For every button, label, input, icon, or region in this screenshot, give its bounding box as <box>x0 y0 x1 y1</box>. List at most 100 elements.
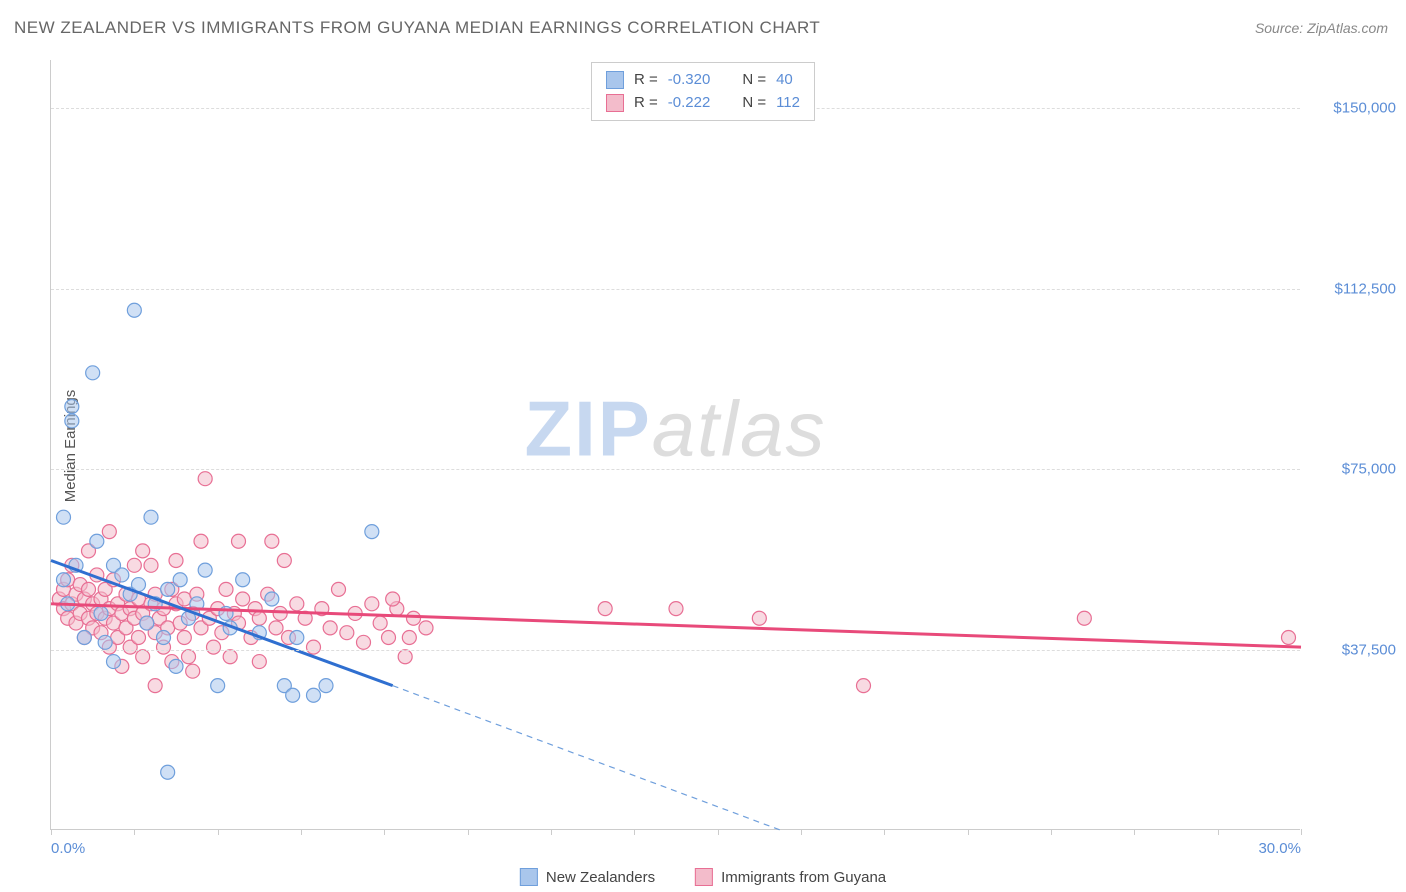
scatter-point <box>236 573 250 587</box>
scatter-point <box>173 573 187 587</box>
source-attribution: Source: ZipAtlas.com <box>1255 20 1388 36</box>
scatter-point <box>136 650 150 664</box>
scatter-point <box>98 635 112 649</box>
gridline-horizontal <box>51 289 1300 290</box>
scatter-point <box>211 679 225 693</box>
scatter-point <box>1282 631 1296 645</box>
y-tick-label: $37,500 <box>1342 641 1396 658</box>
x-tick <box>634 829 635 835</box>
x-tick <box>1134 829 1135 835</box>
scatter-point <box>365 525 379 539</box>
scatter-point <box>177 631 191 645</box>
scatter-point <box>132 631 146 645</box>
scatter-point <box>1077 611 1091 625</box>
x-tick <box>51 829 52 835</box>
scatter-point <box>752 611 766 625</box>
scatter-point <box>102 525 116 539</box>
scatter-point <box>157 631 171 645</box>
scatter-point <box>286 688 300 702</box>
x-tick <box>218 829 219 835</box>
scatter-point <box>182 650 196 664</box>
scatter-point <box>598 602 612 616</box>
scatter-point <box>290 597 304 611</box>
x-tick <box>551 829 552 835</box>
x-tick <box>1301 829 1302 835</box>
legend-label-series-2: Immigrants from Guyana <box>721 869 886 886</box>
scatter-point <box>94 606 108 620</box>
chart-container: NEW ZEALANDER VS IMMIGRANTS FROM GUYANA … <box>0 0 1406 892</box>
scatter-point <box>340 626 354 640</box>
x-tick <box>134 829 135 835</box>
scatter-point <box>219 582 233 596</box>
legend-label-series-1: New Zealanders <box>546 869 655 886</box>
swatch-series-1 <box>606 71 624 89</box>
x-tick <box>884 829 885 835</box>
y-tick-label: $150,000 <box>1333 100 1396 117</box>
scatter-plot-svg <box>51 60 1301 830</box>
scatter-point <box>194 534 208 548</box>
scatter-point <box>307 640 321 654</box>
scatter-point <box>169 659 183 673</box>
r-label: R = <box>634 92 658 115</box>
scatter-point <box>177 592 191 606</box>
stats-row-series-2: R = -0.222 N = 112 <box>606 92 800 115</box>
scatter-point <box>77 631 91 645</box>
scatter-point <box>186 664 200 678</box>
scatter-point <box>252 655 266 669</box>
legend-item-series-1: New Zealanders <box>520 868 655 886</box>
scatter-point <box>669 602 683 616</box>
scatter-point <box>65 400 79 414</box>
x-tick <box>468 829 469 835</box>
legend-swatch-series-1 <box>520 868 538 886</box>
scatter-point <box>307 688 321 702</box>
legend-bottom: New Zealanders Immigrants from Guyana <box>520 868 886 886</box>
scatter-point <box>386 592 400 606</box>
stats-row-series-1: R = -0.320 N = 40 <box>606 69 800 92</box>
scatter-point <box>407 611 421 625</box>
scatter-point <box>365 597 379 611</box>
scatter-point <box>57 573 71 587</box>
legend-item-series-2: Immigrants from Guyana <box>695 868 886 886</box>
swatch-series-2 <box>606 94 624 112</box>
scatter-point <box>127 558 141 572</box>
scatter-point <box>319 679 333 693</box>
x-tick <box>1051 829 1052 835</box>
scatter-point <box>161 765 175 779</box>
scatter-point <box>198 472 212 486</box>
scatter-point <box>144 558 158 572</box>
r-value-series-2: -0.222 <box>668 92 711 115</box>
scatter-point <box>223 650 237 664</box>
r-value-series-1: -0.320 <box>668 69 711 92</box>
scatter-point <box>236 592 250 606</box>
x-tick-label: 0.0% <box>51 840 85 857</box>
chart-title: NEW ZEALANDER VS IMMIGRANTS FROM GUYANA … <box>14 18 820 38</box>
scatter-point <box>269 621 283 635</box>
scatter-point <box>265 592 279 606</box>
scatter-point <box>419 621 433 635</box>
scatter-point <box>273 606 287 620</box>
n-label: N = <box>742 69 766 92</box>
r-label: R = <box>634 69 658 92</box>
n-value-series-2: 112 <box>776 92 800 115</box>
scatter-point <box>402 631 416 645</box>
scatter-point <box>169 554 183 568</box>
y-tick-label: $75,000 <box>1342 461 1396 478</box>
scatter-point <box>82 582 96 596</box>
n-value-series-1: 40 <box>776 69 793 92</box>
scatter-point <box>136 544 150 558</box>
scatter-point <box>323 621 337 635</box>
scatter-point <box>252 611 266 625</box>
scatter-point <box>232 534 246 548</box>
scatter-point <box>86 366 100 380</box>
scatter-point <box>127 303 141 317</box>
scatter-point <box>107 655 121 669</box>
scatter-point <box>198 563 212 577</box>
scatter-point <box>115 568 129 582</box>
scatter-point <box>398 650 412 664</box>
y-tick-label: $112,500 <box>1335 280 1396 297</box>
scatter-point <box>382 631 396 645</box>
correlation-stats-box: R = -0.320 N = 40 R = -0.222 N = 112 <box>591 62 815 121</box>
x-tick <box>801 829 802 835</box>
scatter-point <box>90 534 104 548</box>
scatter-point <box>373 616 387 630</box>
